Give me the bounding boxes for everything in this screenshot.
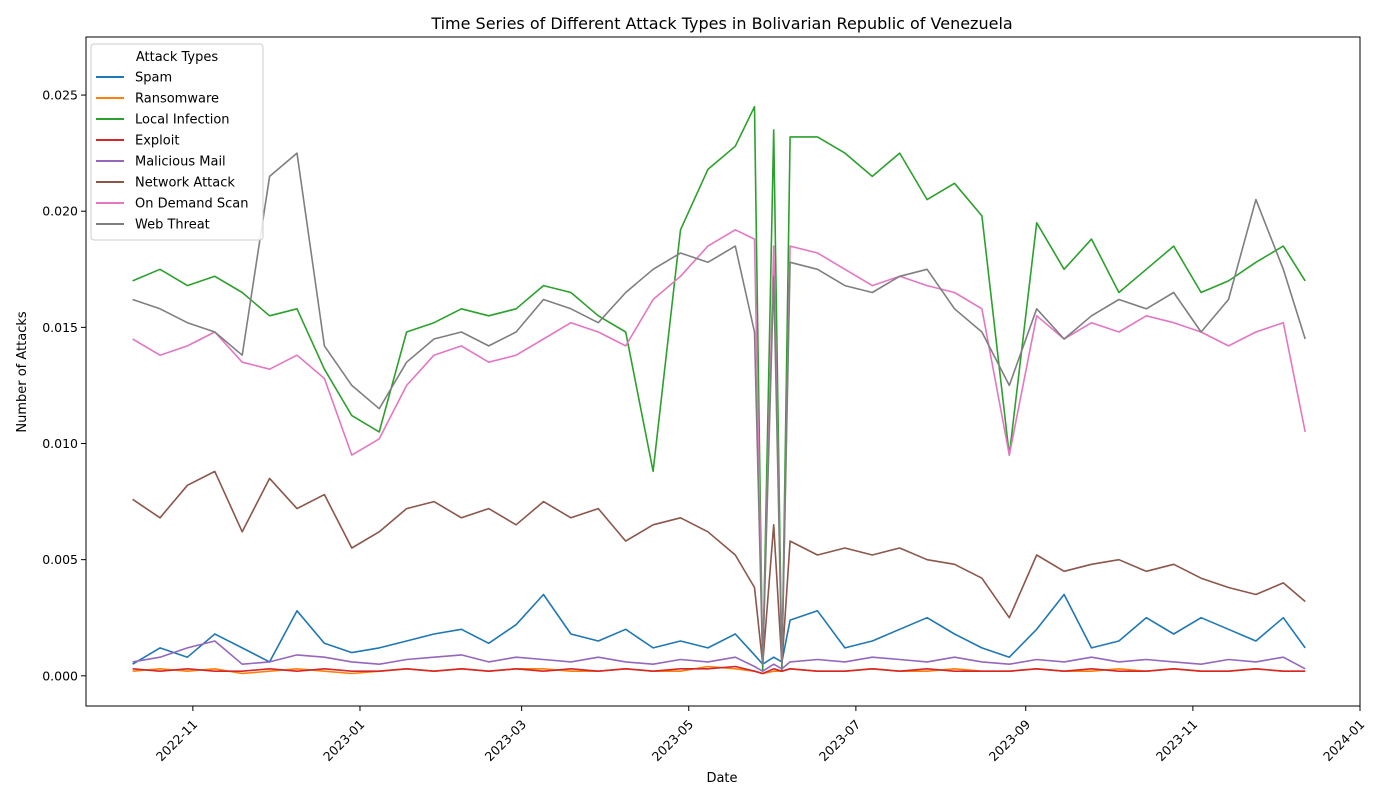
- legend-label: Spam: [135, 71, 172, 86]
- x-tick-label: 2023-03: [482, 717, 530, 765]
- x-axis: 2022-11 2023-01 2023-03 2023-05 2023-07 2023-…: [153, 706, 1368, 764]
- y-axis: 0.000 0.005 0.010 0.015 0.020 0.025: [42, 88, 86, 683]
- legend-label: Local Infection: [135, 113, 230, 128]
- y-tick-label: 0.005: [42, 552, 78, 567]
- series-line-local-infection: [132, 105, 1306, 673]
- series-line-spam: [132, 593, 1306, 666]
- legend-title: Attack Types: [136, 50, 218, 65]
- legend-label: Malicious Mail: [135, 155, 226, 170]
- series-line-network-attack: [132, 470, 1306, 666]
- y-tick-label: 0.025: [42, 88, 78, 103]
- x-tick-label: 2023-07: [816, 717, 864, 765]
- plot-area: [132, 105, 1306, 675]
- legend: Attack Types Spam Ransomware Local Infectio…: [90, 43, 264, 241]
- y-tick-label: 0.015: [42, 320, 78, 335]
- legend-label: On Demand Scan: [135, 197, 248, 212]
- series-line-exploit: [132, 665, 1306, 675]
- y-axis-title: Number of Attacks: [15, 311, 30, 433]
- series-line-malicious-mail: [132, 640, 1306, 673]
- x-tick-label: 2023-05: [649, 717, 697, 765]
- y-tick-label: 0.010: [42, 436, 78, 451]
- legend-label: Ransomware: [135, 92, 219, 107]
- y-tick-label: 0.020: [42, 204, 78, 219]
- x-tick-label: 2023-11: [1153, 717, 1201, 765]
- plot-frame: [85, 36, 1361, 707]
- legend-box: [90, 43, 264, 241]
- chart-title: Time Series of Different Attack Types in…: [430, 14, 1012, 33]
- y-tick-label: 0.000: [42, 668, 78, 683]
- series-line-web-threat: [132, 152, 1306, 666]
- legend-label: Exploit: [135, 134, 179, 149]
- legend-label: Web Threat: [135, 218, 210, 233]
- x-tick-label: 2023-09: [986, 717, 1034, 765]
- x-tick-label: 2022-11: [153, 717, 201, 765]
- x-tick-label: 2023-01: [320, 717, 368, 765]
- legend-label: Network Attack: [135, 176, 235, 191]
- series-line-on-demand-scan: [132, 229, 1306, 666]
- x-axis-title: Date: [706, 771, 737, 786]
- x-tick-label: 2024-01: [1320, 717, 1368, 765]
